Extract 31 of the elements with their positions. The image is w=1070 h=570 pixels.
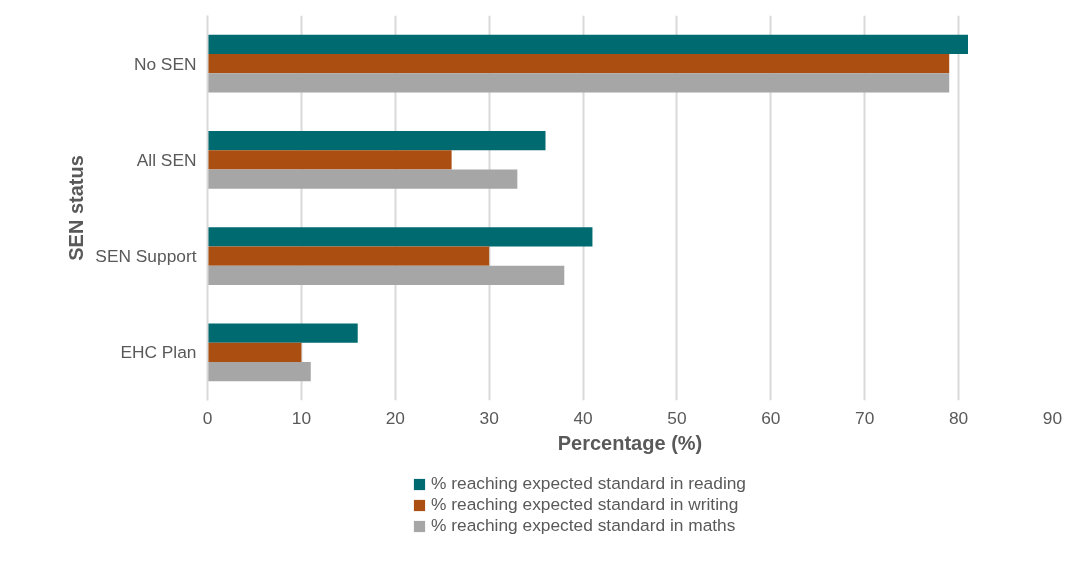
x-axis-title: Percentage (%): [557, 431, 703, 454]
bar: [207, 131, 546, 151]
bar: [207, 73, 950, 93]
x-tick-label: 40: [573, 407, 593, 428]
bar: [207, 150, 452, 170]
bar: [207, 246, 490, 266]
y-tick-label: All SEN: [136, 149, 197, 170]
x-tick-label: 30: [479, 407, 499, 428]
x-tick-label: 50: [667, 407, 687, 428]
bar: [207, 323, 358, 343]
x-tick-label: 90: [1042, 407, 1063, 428]
bar: [207, 54, 950, 74]
legend-label: % reaching expected standard in reading: [431, 473, 747, 494]
bar: [207, 169, 518, 189]
y-axis-title: SEN status: [65, 155, 88, 261]
legend-label: % reaching expected standard in writing: [431, 494, 739, 515]
bar: [207, 362, 311, 382]
x-tick-label: 70: [855, 407, 875, 428]
x-tick-label: 20: [385, 407, 405, 428]
bar: [207, 342, 302, 362]
bar: [207, 227, 593, 247]
y-tick-label: EHC Plan: [120, 342, 197, 363]
x-tick-label: 80: [948, 407, 969, 428]
y-tick-label: SEN Support: [95, 246, 197, 267]
x-tick-label: 60: [761, 407, 781, 428]
bar: [207, 34, 968, 54]
y-tick-label: No SEN: [133, 53, 197, 74]
x-tick-label: 10: [291, 407, 312, 428]
bar: [207, 265, 565, 285]
x-tick-label: 0: [202, 407, 213, 428]
legend-label: % reaching expected standard in maths: [431, 515, 736, 536]
